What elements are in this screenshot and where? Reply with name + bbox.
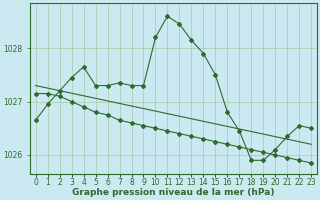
X-axis label: Graphe pression niveau de la mer (hPa): Graphe pression niveau de la mer (hPa) (72, 188, 275, 197)
